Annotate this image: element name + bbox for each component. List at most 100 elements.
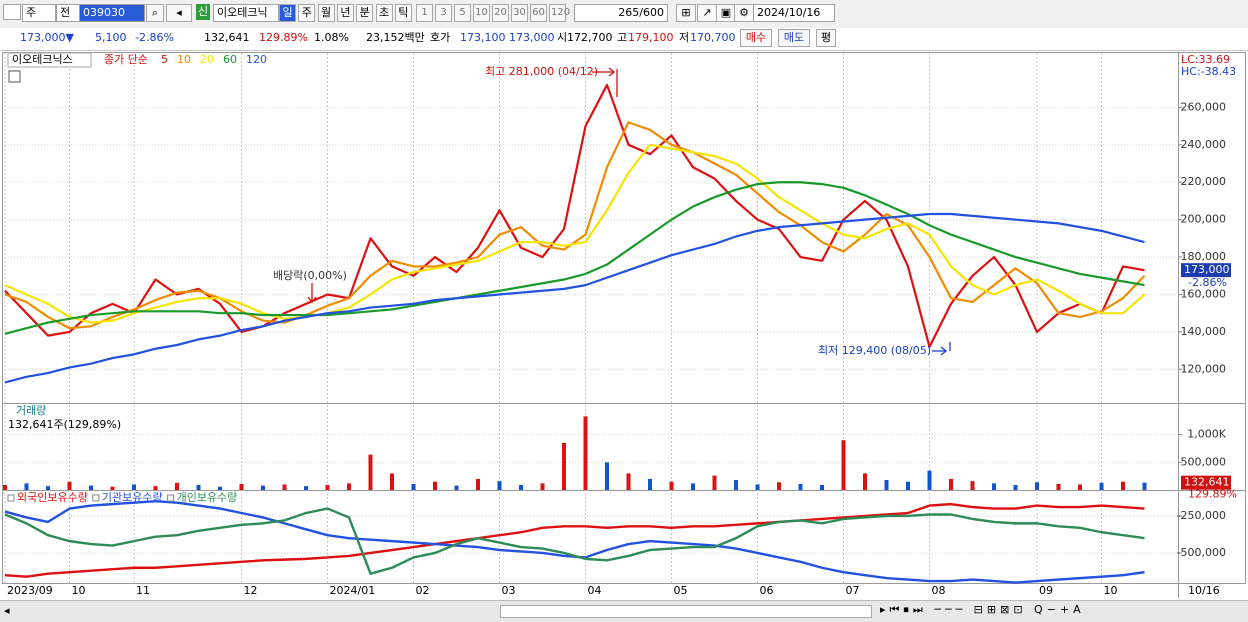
annotation: 최고 281,000 (04/12) [485, 65, 598, 78]
volume-bar [691, 483, 695, 490]
count-button[interactable]: 20 [492, 4, 509, 22]
volume-bar [906, 481, 910, 490]
volume: 132,641 [204, 31, 250, 44]
scroll-thumb[interactable] [500, 605, 872, 618]
volume-bar [669, 481, 674, 490]
x-tick-label: 05 [674, 584, 688, 597]
x-tick-label: 12 [244, 584, 258, 597]
volume-bar [3, 485, 7, 490]
panel-title: 거래량 [16, 404, 46, 417]
sell-button[interactable]: 매도 [778, 29, 810, 47]
volume-bar [1078, 484, 1082, 490]
menu-icon[interactable] [3, 4, 21, 20]
volume-bar [1142, 482, 1147, 490]
badge: 신 [196, 4, 210, 20]
eval-button[interactable]: 평 [816, 29, 836, 47]
save-button[interactable]: ▣ [716, 4, 736, 22]
volume-bar [648, 478, 652, 490]
period-button[interactable]: 일 [279, 4, 296, 22]
period-button[interactable]: 월 [317, 4, 335, 22]
legend-swatch [92, 494, 100, 502]
period-button[interactable]: 주 [298, 4, 316, 22]
settings-button[interactable]: ⚙ [734, 4, 754, 22]
volume-bar [454, 485, 459, 490]
period-button[interactable]: 틱 [394, 4, 412, 22]
x-tick-label: 04 [588, 584, 602, 597]
y-tick-label: 140,000 [1181, 325, 1227, 338]
volume-bar [24, 483, 29, 490]
volume-bar [110, 486, 115, 490]
volume-bar [863, 473, 867, 490]
period-button[interactable]: 초 [375, 4, 393, 22]
high: 179,100 [628, 31, 674, 44]
buy-button[interactable]: 매수 [740, 29, 772, 47]
x-tick-label: 10 [72, 584, 86, 597]
high-label: 고 [617, 31, 628, 44]
volume-bar [497, 481, 502, 490]
count-button[interactable]: 1 [416, 4, 433, 22]
volume-bar [325, 485, 330, 490]
volume-bar [992, 483, 996, 490]
tool-button[interactable]: ↗ [697, 4, 717, 22]
type-select[interactable]: 주 [22, 4, 56, 22]
lc-label: LC:33.69 [1181, 53, 1230, 66]
date-input[interactable]: 2024/10/16 [753, 4, 835, 22]
count-button[interactable]: 10 [473, 4, 490, 22]
volume-bar [755, 484, 760, 490]
search-button[interactable]: ⌕ [146, 4, 164, 22]
y-tick-label: -500,000 [1177, 546, 1226, 559]
x-tick-label: 09 [1039, 584, 1053, 597]
ask: 173,100 [460, 31, 506, 44]
scroll-controls[interactable]: ▸⏮⏹⏭ ─── ⊟⊞⊠⊡ Q−+A [880, 603, 1085, 616]
ratio-tag: 129.89% [1188, 488, 1237, 501]
change: 5,100 [95, 31, 127, 44]
open: 172,700 [567, 31, 613, 44]
count-button[interactable]: 60 [530, 4, 547, 22]
x-tick-label: 11 [136, 584, 150, 597]
x-tick-label: 02 [416, 584, 430, 597]
scroll-left[interactable]: ◂ [4, 604, 10, 617]
scrollbar: ◂ ▸⏮⏹⏭ ─── ⊟⊞⊠⊡ Q−+A [0, 600, 1248, 622]
y-tick-label: 1,000K [1187, 428, 1226, 441]
volume-bar [605, 462, 609, 490]
volume-bar [820, 485, 824, 490]
annotation-arrow [592, 67, 618, 97]
volume-bar [89, 485, 93, 490]
legend-entry: 60 [223, 53, 237, 66]
volume-bar [1099, 482, 1104, 490]
price-tag-box [1181, 263, 1231, 278]
series-line [4, 507, 1145, 575]
volume-bar [196, 485, 201, 490]
code-input[interactable]: 039030 [79, 4, 145, 22]
y-tick-label: 240,000 [1181, 138, 1227, 151]
volume-bar [777, 482, 781, 490]
volume-bar [626, 473, 631, 490]
x-end-label: 10/16 [1188, 584, 1220, 597]
count-button[interactable]: 30 [511, 4, 528, 22]
price: 173,000▼ [20, 31, 74, 44]
stock-name: 이오테크닉스 [12, 53, 73, 66]
legend-entry: 120 [246, 53, 267, 66]
volume-bar [476, 478, 480, 490]
count-button[interactable]: 3 [435, 4, 452, 22]
count-button[interactable]: 5 [454, 4, 471, 22]
period-button[interactable]: 분 [356, 4, 374, 22]
period-button[interactable]: 년 [336, 4, 354, 22]
type-select[interactable]: 전 [56, 4, 80, 22]
volume-bar [927, 470, 932, 490]
tool-button[interactable]: ⊞ [676, 4, 696, 22]
price-tag: 173,000 [1184, 263, 1230, 276]
annotation-arrow [932, 342, 951, 356]
volume-bar [347, 483, 351, 490]
sound-button[interactable]: ◂ [166, 4, 192, 22]
range-input[interactable]: 265/600 [574, 4, 668, 22]
count-button[interactable]: 120 [549, 4, 570, 22]
turnover: 1.08% [314, 31, 349, 44]
volume-tag-box [1181, 475, 1231, 490]
x-tick-label: 10 [1104, 584, 1118, 597]
volume-bar [519, 485, 523, 490]
volume-bar [798, 483, 803, 490]
series-line [4, 121, 1146, 330]
x-tick-label: 06 [760, 584, 774, 597]
low: 170,700 [690, 31, 736, 44]
